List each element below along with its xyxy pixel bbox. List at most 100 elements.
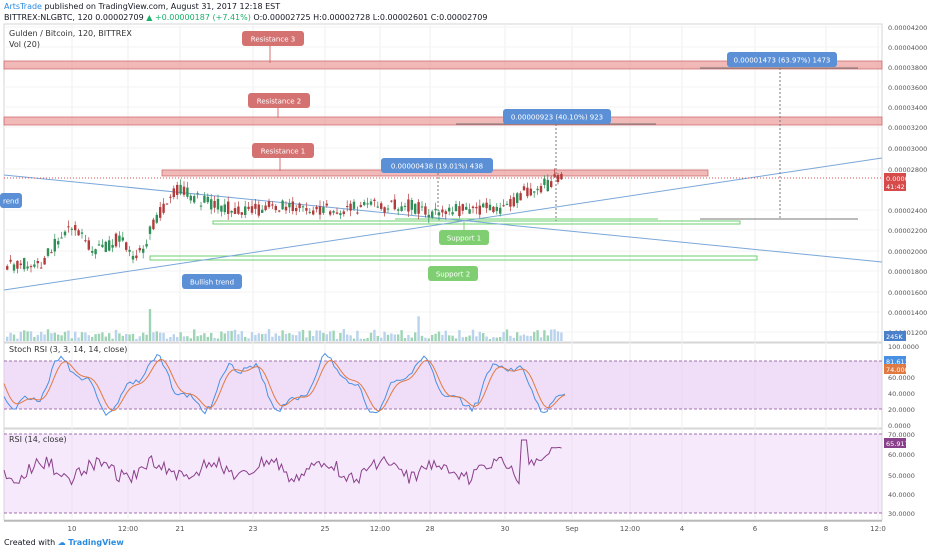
candle-body xyxy=(138,248,141,251)
candle-body xyxy=(434,208,437,211)
candle-body xyxy=(118,235,121,242)
candle-body xyxy=(407,199,410,212)
rsi-pane-title: RSI (14, close) xyxy=(9,435,67,444)
volume-bar xyxy=(448,335,451,341)
candle-body xyxy=(193,196,196,203)
volume-bar xyxy=(414,332,417,341)
volume-bar xyxy=(36,334,39,341)
candle-body xyxy=(94,249,97,255)
stoch-d-tag-bg xyxy=(884,364,906,374)
candle-body xyxy=(142,248,145,253)
candle-body xyxy=(6,266,9,270)
price-tick-label: 0.00003600 xyxy=(888,84,927,92)
bullish-trend-label: Bullish trend xyxy=(190,279,234,287)
volume-bar xyxy=(118,333,121,341)
volume-bar xyxy=(233,329,237,341)
volume-bar xyxy=(400,330,403,341)
volume-bar xyxy=(468,335,471,341)
candle-body xyxy=(210,199,213,210)
volume-bar xyxy=(335,338,339,341)
candle-body xyxy=(271,204,274,206)
volume-bar xyxy=(121,335,124,341)
candle-body xyxy=(403,205,407,207)
volume-bar xyxy=(6,336,9,341)
candle-body xyxy=(346,206,349,208)
volume-bar xyxy=(223,333,226,341)
candle-body xyxy=(50,252,53,254)
candle-body xyxy=(67,226,70,228)
candle-body xyxy=(305,208,308,211)
volume-bar xyxy=(281,330,284,341)
resistance-1-label: Resistance 1 xyxy=(261,148,305,156)
stoch-k-tag-bg xyxy=(884,356,906,366)
main-pane-frame xyxy=(3,23,883,343)
symbol-price: BITTREX:NLGBTC, 120 0.00002709 xyxy=(4,13,144,22)
volume-bar xyxy=(135,338,138,341)
candle-body xyxy=(335,212,339,214)
volume-bar xyxy=(543,330,546,341)
volume-bar xyxy=(461,337,464,341)
candle-body xyxy=(131,255,135,260)
volume-bar xyxy=(199,335,203,341)
candle-body xyxy=(274,206,277,211)
candle-body xyxy=(261,209,264,213)
footer: Created with ☁ TradingView xyxy=(4,538,124,547)
candle-body xyxy=(332,211,335,213)
volume-bar xyxy=(458,329,461,341)
candle-body xyxy=(386,208,390,210)
candle-body xyxy=(509,199,512,207)
candle-body xyxy=(159,207,162,218)
volume-bar xyxy=(182,336,186,341)
volume-bar xyxy=(482,333,485,341)
candle-body xyxy=(369,201,373,205)
candle-body xyxy=(437,212,441,216)
volume-bar xyxy=(57,334,60,341)
stoch-tick-label: 60.0000 xyxy=(888,374,915,382)
candle-body xyxy=(254,203,257,209)
time-tick-label: 12:0 xyxy=(870,525,886,533)
main-pane-title: Gulden / Bitcoin, 120, BITTREX xyxy=(9,29,132,38)
tradingview-logo-icon: ☁ xyxy=(57,538,66,547)
candle-body xyxy=(227,201,230,214)
volume-bar xyxy=(53,332,56,341)
time-tick-label: 30 xyxy=(501,525,510,533)
stoch-d-tag: 74.0009 xyxy=(886,366,913,374)
candle-body xyxy=(366,203,369,205)
volume-bar xyxy=(77,337,80,341)
candle-body xyxy=(87,240,90,250)
volume-bar xyxy=(264,333,267,341)
candle-body xyxy=(424,206,427,215)
measure-1-label-box xyxy=(381,158,493,173)
candle-body xyxy=(223,204,226,213)
rsi-tick-label: 40.0000 xyxy=(888,491,915,499)
candle-body xyxy=(162,203,165,213)
volume-bar xyxy=(383,331,386,341)
candle-body xyxy=(257,204,260,216)
volume-bar xyxy=(9,332,12,341)
volume-bar xyxy=(550,329,553,341)
countdown-tag-bg xyxy=(884,181,906,191)
candle-body xyxy=(495,206,498,212)
candle-body xyxy=(468,209,471,214)
time-tick-label: 23 xyxy=(249,525,258,533)
volume-bar xyxy=(373,329,376,341)
candle-body xyxy=(206,196,209,203)
volume-bar xyxy=(424,337,427,341)
candle-body xyxy=(53,238,56,252)
volume-bar xyxy=(431,334,434,341)
volume-bar xyxy=(352,338,356,341)
publisher-name[interactable]: ArtsTrade xyxy=(4,2,42,11)
volume-bar xyxy=(152,332,155,341)
time-tick-label: 28 xyxy=(426,525,435,533)
price-tick-label: 0.00003800 xyxy=(888,64,927,72)
candle-body xyxy=(376,206,379,208)
tradingview-brand[interactable]: TradingView xyxy=(68,538,124,547)
candle-body xyxy=(349,203,352,211)
volume-bar xyxy=(257,333,260,341)
candle-body xyxy=(108,240,111,251)
bullish-trend-label-box xyxy=(182,274,242,289)
candle-body xyxy=(155,214,158,223)
candle-body xyxy=(74,225,77,231)
candle-body xyxy=(318,206,322,215)
